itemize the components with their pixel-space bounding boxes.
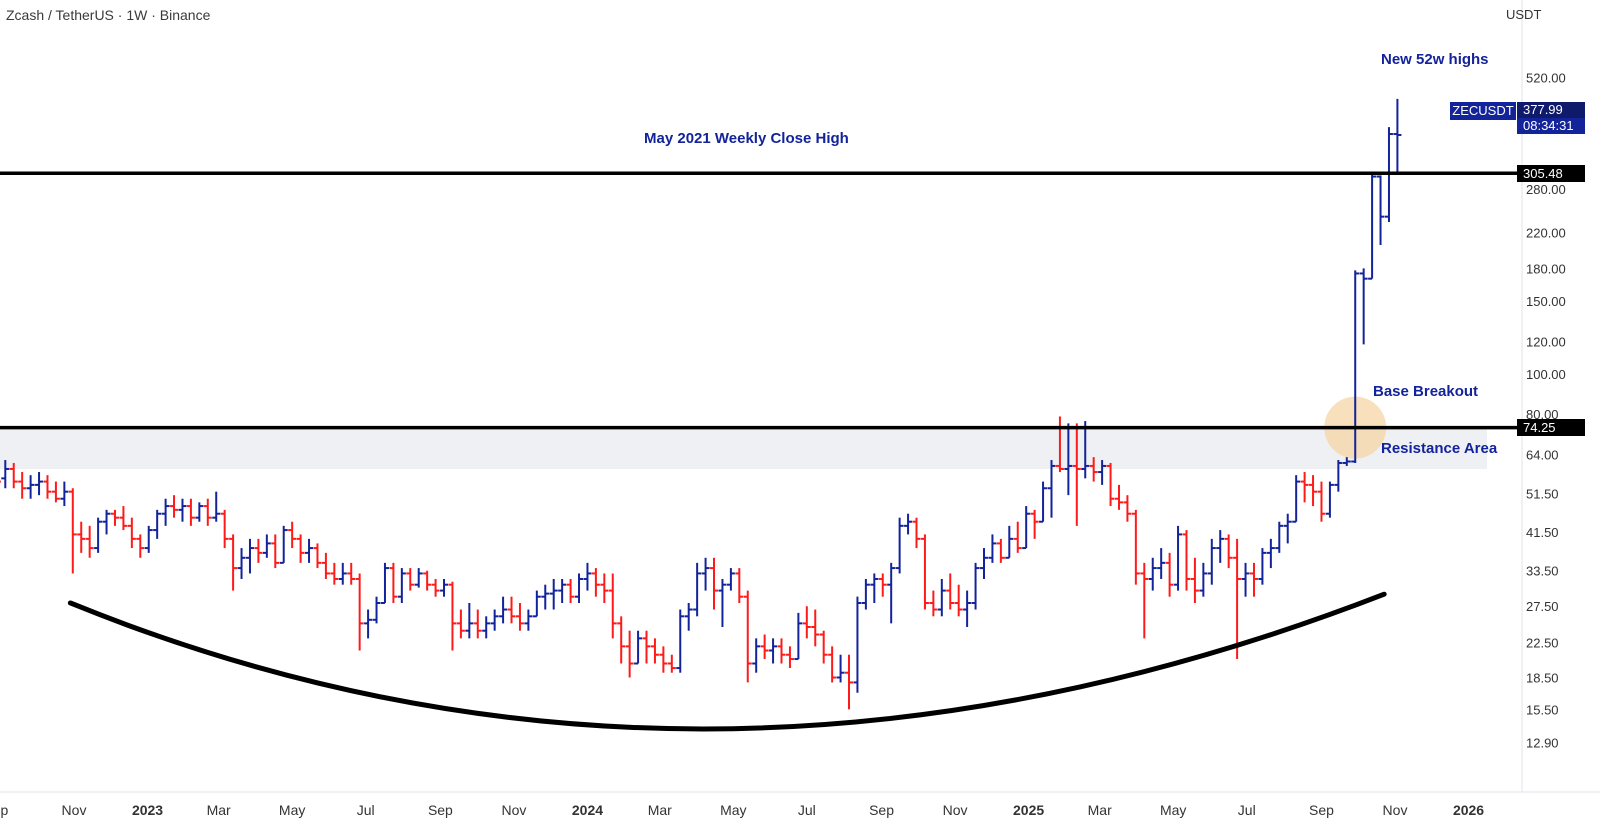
time-tick-label: Sep: [428, 802, 453, 818]
price-tick-label: 280.00: [1526, 182, 1566, 197]
time-tick-label: Jul: [357, 802, 375, 818]
time-tick-label: Mar: [207, 802, 231, 818]
price-tick-label: 64.00: [1526, 447, 1559, 462]
time-tick-label: 2024: [572, 802, 603, 818]
time-tick-label: May: [720, 802, 746, 818]
price-tick-label: 80.00: [1526, 407, 1559, 422]
price-tick-label: 120.00: [1526, 334, 1566, 349]
time-tick-label: Sep: [869, 802, 894, 818]
time-tick-label: Nov: [62, 802, 87, 818]
price-tick-label: 51.50: [1526, 486, 1559, 501]
time-tick-label: Nov: [501, 802, 526, 818]
time-tick-label: Mar: [648, 802, 672, 818]
time-tick-label: May: [1160, 802, 1186, 818]
currency-unit-label[interactable]: USDT: [1506, 7, 1542, 22]
price-tick-label: 15.50: [1526, 702, 1559, 717]
price-tick-label: 100.00: [1526, 367, 1566, 382]
symbol-tag[interactable]: ZECUSDT: [1450, 102, 1516, 120]
new-highs-annotation: New 52w highs: [1381, 51, 1489, 68]
resistance-area-annotation: Resistance Area: [1381, 440, 1498, 457]
time-tick-label: Jul: [1238, 802, 1256, 818]
price-bars: [0, 98, 1402, 710]
price-tick-label: 22.50: [1526, 635, 1559, 650]
bar-countdown-tag: 08:34:31: [1517, 118, 1585, 134]
current-price-tag: 377.99: [1517, 102, 1585, 118]
price-tick-label: 27.50: [1526, 599, 1559, 614]
price-axis[interactable]: 520.00420.00280.00220.00180.00150.00120.…: [1526, 71, 1566, 751]
chart-title: Zcash / TetherUS · 1W · Binance: [6, 7, 211, 23]
price-tick-label: 520.00: [1526, 71, 1566, 86]
price-tick-label: 180.00: [1526, 261, 1566, 276]
time-axis[interactable]: ep Nov 2023 Mar May Jul Sep Nov 2024 Mar May Jul Sep…: [0, 802, 1484, 818]
time-tick-label: ep: [0, 802, 8, 818]
time-tick-label: Nov: [1383, 802, 1408, 818]
price-tick-label: 12.90: [1526, 735, 1559, 750]
base-breakout-annotation: Base Breakout: [1373, 383, 1479, 400]
price-tick-label: 18.50: [1526, 671, 1559, 686]
time-tick-label: Mar: [1088, 802, 1112, 818]
time-tick-label: Sep: [1309, 802, 1334, 818]
time-tick-label: 2026: [1453, 802, 1484, 818]
time-tick-label: Nov: [943, 802, 968, 818]
time-tick-label: 2023: [132, 802, 163, 818]
time-tick-label: Jul: [798, 802, 816, 818]
base-curve: [67, 591, 1387, 732]
time-tick-label: 2025: [1013, 802, 1044, 818]
weekly-close-annotation: May 2021 Weekly Close High: [644, 130, 849, 147]
upper-level-tag: 305.48: [1517, 164, 1585, 182]
price-tick-label: 220.00: [1526, 225, 1566, 240]
time-tick-label: May: [279, 802, 305, 818]
lower-level-tag: 74.25: [1517, 419, 1585, 437]
price-tick-label: 41.50: [1526, 525, 1559, 540]
price-tick-label: 33.50: [1526, 564, 1559, 579]
price-tick-label: 150.00: [1526, 294, 1566, 309]
resistance-zone: [0, 427, 1487, 469]
